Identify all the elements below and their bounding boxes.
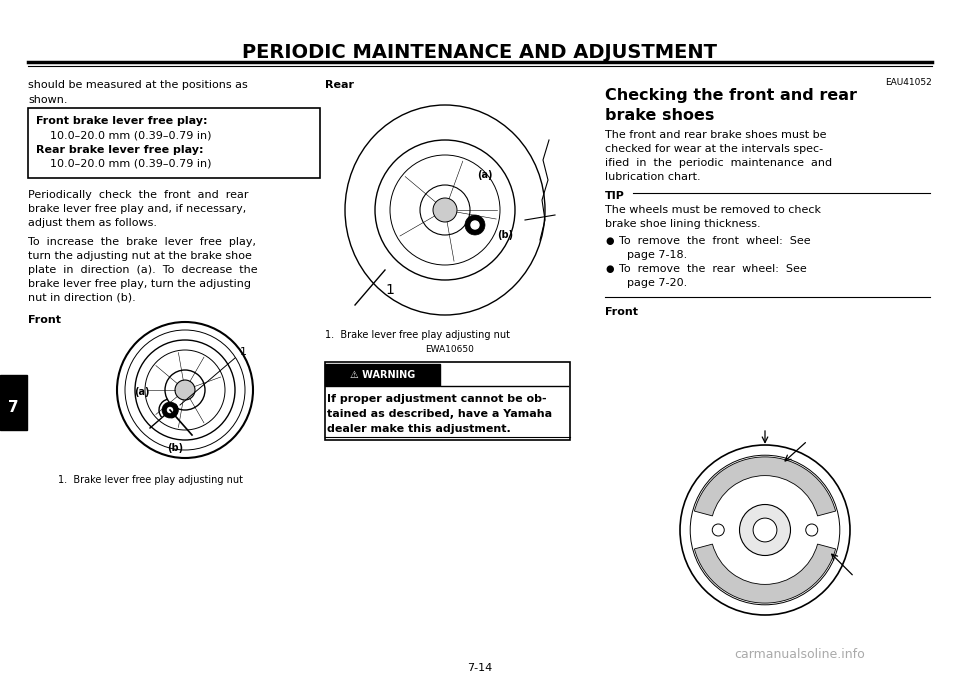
Circle shape	[739, 504, 790, 555]
Text: adjust them as follows.: adjust them as follows.	[28, 218, 157, 228]
Text: Checking the front and rear: Checking the front and rear	[605, 88, 857, 103]
Text: should be measured at the positions as: should be measured at the positions as	[28, 80, 248, 90]
Circle shape	[712, 524, 724, 536]
Bar	[325, 364, 440, 386]
Text: 1.  Brake lever free play adjusting nut: 1. Brake lever free play adjusting nut	[325, 330, 510, 340]
Text: (b): (b)	[167, 443, 183, 453]
Text: Periodically  check  the  front  and  rear: Periodically check the front and rear	[28, 190, 249, 200]
Text: carmanualsoline.info: carmanualsoline.info	[734, 648, 865, 661]
Text: If proper adjustment cannot be ob-: If proper adjustment cannot be ob-	[327, 394, 546, 404]
Text: Front: Front	[28, 315, 61, 325]
Text: PERIODIC MAINTENANCE AND ADJUSTMENT: PERIODIC MAINTENANCE AND ADJUSTMENT	[243, 43, 717, 62]
Text: Front: Front	[605, 307, 638, 317]
Text: To  remove  the  front  wheel:  See: To remove the front wheel: See	[619, 236, 810, 246]
Text: EAU41052: EAU41052	[885, 78, 932, 87]
Circle shape	[175, 380, 195, 400]
Text: To  remove  the  rear  wheel:  See: To remove the rear wheel: See	[619, 264, 806, 274]
Bar	[325, 362, 570, 440]
Circle shape	[433, 198, 457, 222]
Bar	[28, 108, 320, 178]
Circle shape	[465, 215, 485, 235]
Text: tained as described, have a Yamaha: tained as described, have a Yamaha	[327, 409, 552, 419]
Circle shape	[753, 518, 777, 542]
Text: (a): (a)	[477, 170, 492, 180]
Circle shape	[805, 524, 818, 536]
Text: page 7-18.: page 7-18.	[627, 250, 687, 260]
Text: brake lever free play, turn the adjusting: brake lever free play, turn the adjustin…	[28, 279, 251, 289]
Text: 10.0–20.0 mm (0.39–0.79 in): 10.0–20.0 mm (0.39–0.79 in)	[50, 159, 211, 169]
Text: Rear brake lever free play:: Rear brake lever free play:	[36, 145, 204, 155]
Text: 7: 7	[8, 399, 18, 414]
Text: 1.  Brake lever free play adjusting nut: 1. Brake lever free play adjusting nut	[58, 475, 243, 485]
Text: checked for wear at the intervals spec-: checked for wear at the intervals spec-	[605, 144, 823, 154]
Wedge shape	[694, 457, 835, 516]
Circle shape	[167, 407, 173, 413]
Circle shape	[471, 221, 479, 229]
Text: turn the adjusting nut at the brake shoe: turn the adjusting nut at the brake shoe	[28, 251, 252, 261]
Text: (a): (a)	[134, 387, 150, 397]
Text: Front brake lever free play:: Front brake lever free play:	[36, 116, 207, 126]
Text: 1: 1	[386, 283, 395, 297]
Text: shown.: shown.	[28, 95, 67, 105]
Text: 7-14: 7-14	[468, 663, 492, 673]
Text: nut in direction (b).: nut in direction (b).	[28, 293, 135, 303]
Circle shape	[420, 185, 470, 235]
Text: Rear: Rear	[325, 80, 354, 90]
Text: The front and rear brake shoes must be: The front and rear brake shoes must be	[605, 130, 827, 140]
Text: brake shoes: brake shoes	[605, 108, 714, 123]
Text: (b): (b)	[497, 230, 513, 240]
Text: The wheels must be removed to check: The wheels must be removed to check	[605, 205, 821, 215]
Text: dealer make this adjustment.: dealer make this adjustment.	[327, 424, 511, 434]
Text: To  increase  the  brake  lever  free  play,: To increase the brake lever free play,	[28, 237, 256, 247]
Text: ified  in  the  periodic  maintenance  and: ified in the periodic maintenance and	[605, 158, 832, 168]
Text: ●: ●	[605, 236, 613, 246]
Text: brake shoe lining thickness.: brake shoe lining thickness.	[605, 219, 760, 229]
Circle shape	[162, 402, 178, 418]
Wedge shape	[694, 544, 835, 603]
Text: brake lever free play and, if necessary,: brake lever free play and, if necessary,	[28, 204, 247, 214]
Text: TIP: TIP	[605, 191, 625, 201]
Text: plate  in  direction  (a).  To  decrease  the: plate in direction (a). To decrease the	[28, 265, 257, 275]
Circle shape	[165, 370, 205, 410]
Text: lubrication chart.: lubrication chart.	[605, 172, 701, 182]
Text: 1: 1	[239, 347, 247, 357]
Text: ⚠ WARNING: ⚠ WARNING	[350, 370, 416, 380]
Text: EWA10650: EWA10650	[425, 345, 474, 354]
Text: 10.0–20.0 mm (0.39–0.79 in): 10.0–20.0 mm (0.39–0.79 in)	[50, 130, 211, 140]
Text: page 7-20.: page 7-20.	[627, 278, 687, 288]
Text: ●: ●	[605, 264, 613, 274]
FancyBboxPatch shape	[0, 375, 27, 430]
